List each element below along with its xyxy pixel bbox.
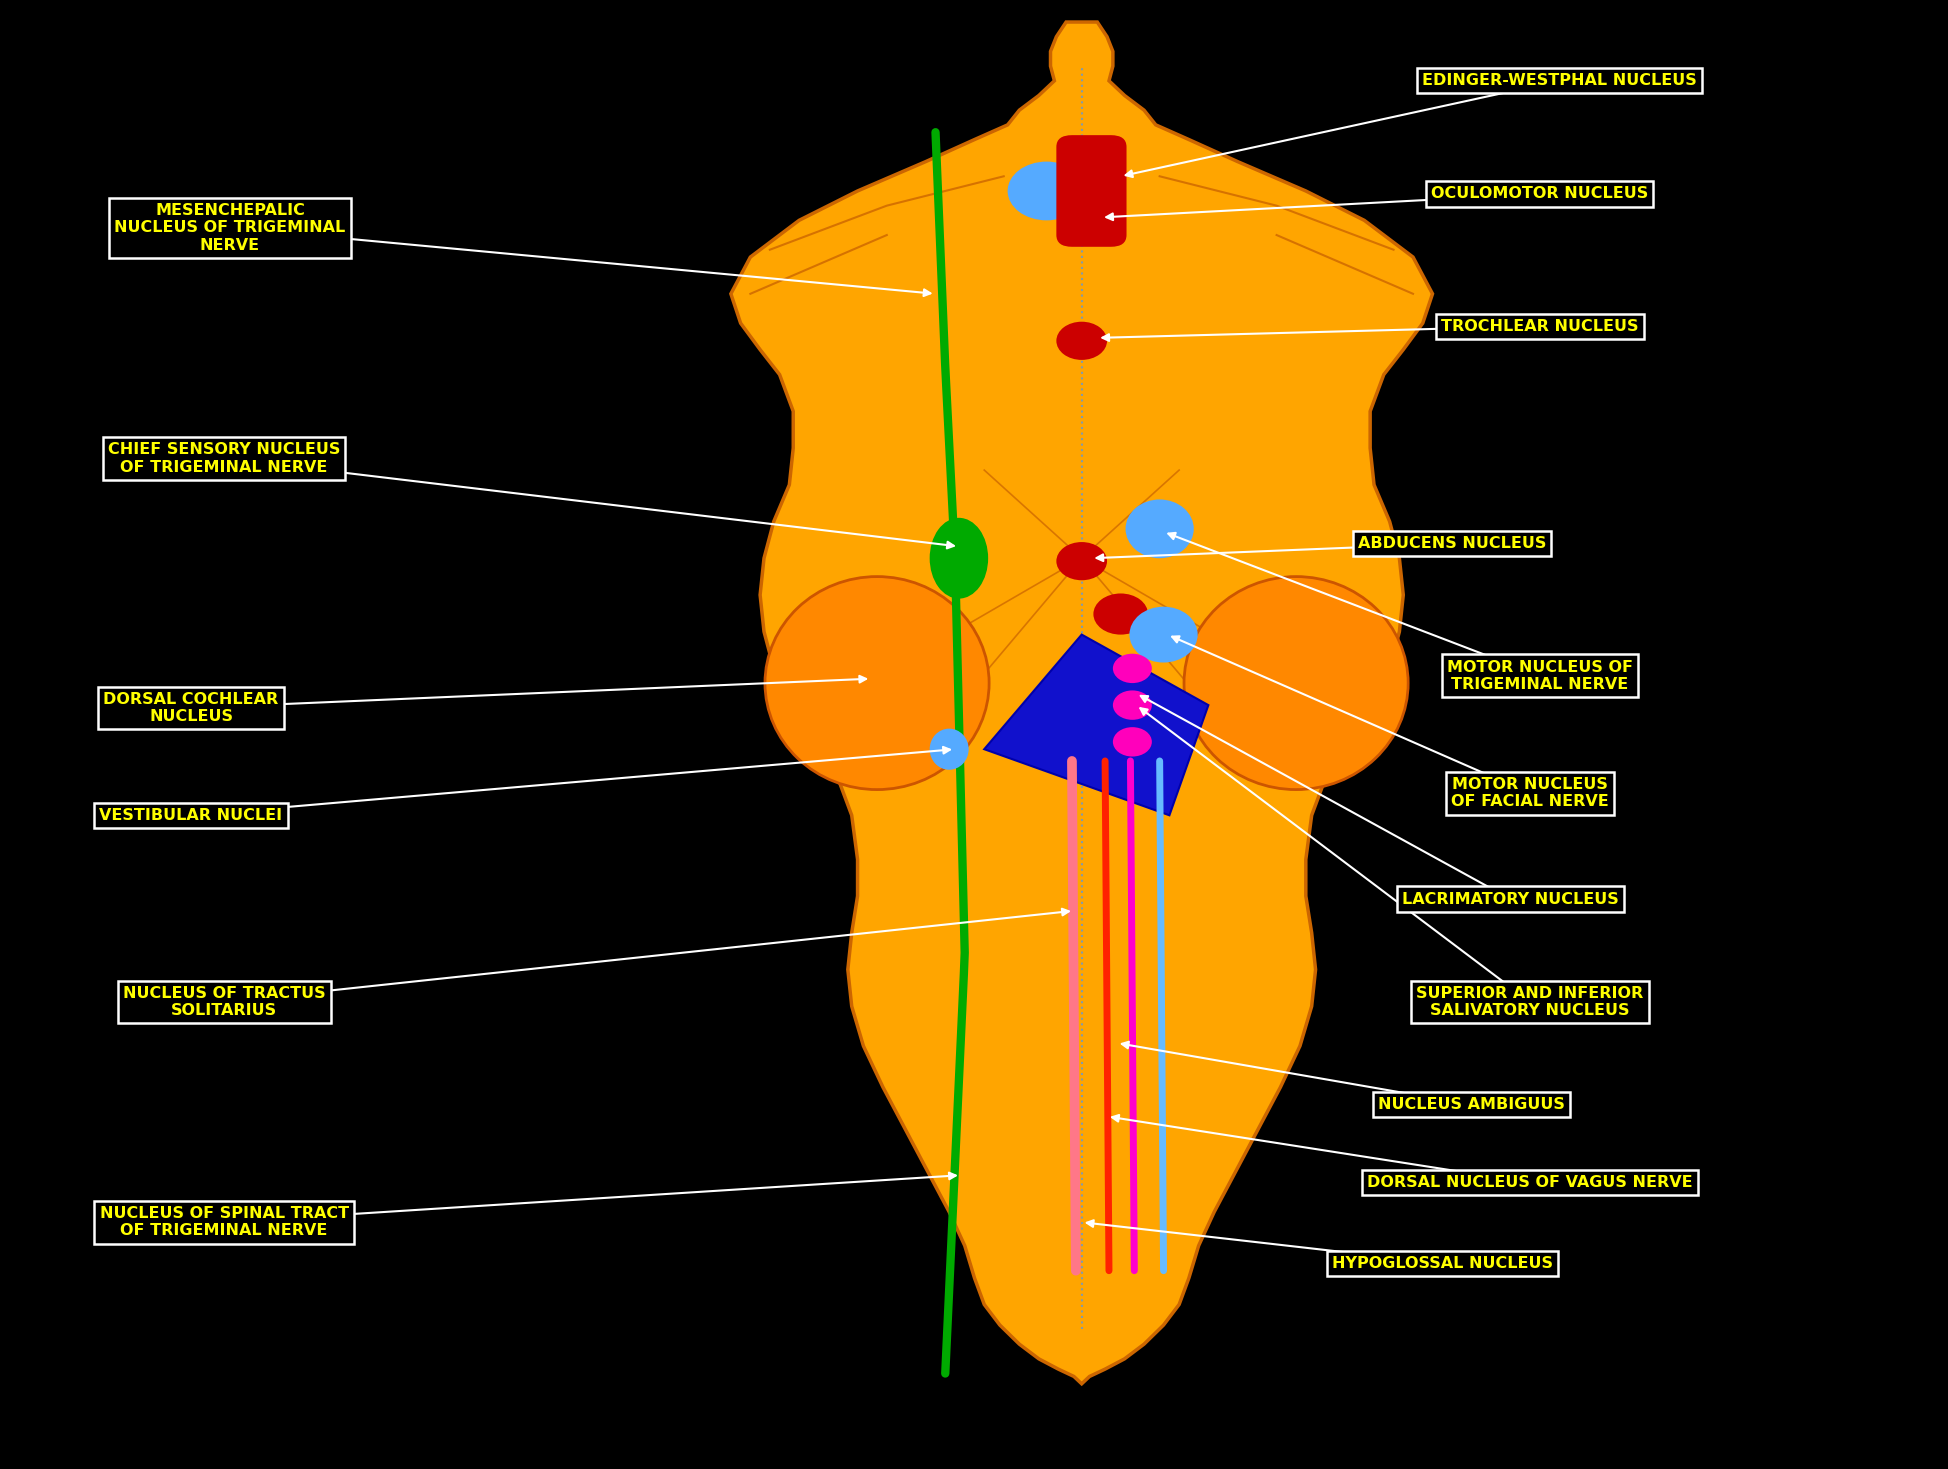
Text: NUCLEUS AMBIGUUS: NUCLEUS AMBIGUUS bbox=[1377, 1097, 1564, 1112]
Text: MESENCHEPALIC
NUCLEUS OF TRIGEMINAL
NERVE: MESENCHEPALIC NUCLEUS OF TRIGEMINAL NERV… bbox=[115, 203, 345, 253]
Circle shape bbox=[1056, 322, 1106, 360]
Text: LACRIMATORY NUCLEUS: LACRIMATORY NUCLEUS bbox=[1401, 892, 1619, 906]
Ellipse shape bbox=[929, 729, 968, 770]
Ellipse shape bbox=[929, 519, 988, 599]
Text: TROCHLEAR NUCLEUS: TROCHLEAR NUCLEUS bbox=[1440, 319, 1638, 333]
Text: OCULOMOTOR NUCLEUS: OCULOMOTOR NUCLEUS bbox=[1430, 187, 1648, 201]
Text: EDINGER-WESTPHAL NUCLEUS: EDINGER-WESTPHAL NUCLEUS bbox=[1422, 73, 1695, 88]
Ellipse shape bbox=[1184, 577, 1406, 789]
Polygon shape bbox=[730, 22, 1432, 1384]
Circle shape bbox=[1007, 162, 1085, 220]
Text: HYPOGLOSSAL NUCLEUS: HYPOGLOSSAL NUCLEUS bbox=[1330, 1256, 1553, 1271]
Text: ABDUCENS NUCLEUS: ABDUCENS NUCLEUS bbox=[1358, 536, 1545, 551]
Text: DORSAL NUCLEUS OF VAGUS NERVE: DORSAL NUCLEUS OF VAGUS NERVE bbox=[1366, 1175, 1693, 1190]
Ellipse shape bbox=[764, 577, 990, 789]
Text: NUCLEUS OF SPINAL TRACT
OF TRIGEMINAL NERVE: NUCLEUS OF SPINAL TRACT OF TRIGEMINAL NE… bbox=[99, 1206, 349, 1238]
Ellipse shape bbox=[1130, 607, 1196, 663]
Text: NUCLEUS OF TRACTUS
SOLITARIUS: NUCLEUS OF TRACTUS SOLITARIUS bbox=[123, 986, 325, 1018]
Ellipse shape bbox=[1126, 499, 1194, 558]
Circle shape bbox=[1112, 727, 1151, 757]
Text: DORSAL COCHLEAR
NUCLEUS: DORSAL COCHLEAR NUCLEUS bbox=[103, 692, 279, 724]
Text: SUPERIOR AND INFERIOR
SALIVATORY NUCLEUS: SUPERIOR AND INFERIOR SALIVATORY NUCLEUS bbox=[1416, 986, 1642, 1018]
Circle shape bbox=[1112, 690, 1151, 720]
Circle shape bbox=[1056, 542, 1106, 580]
Polygon shape bbox=[984, 635, 1208, 815]
Text: VESTIBULAR NUCLEI: VESTIBULAR NUCLEI bbox=[99, 808, 282, 823]
Circle shape bbox=[1093, 593, 1147, 635]
FancyBboxPatch shape bbox=[1056, 135, 1126, 247]
Text: CHIEF SENSORY NUCLEUS
OF TRIGEMINAL NERVE: CHIEF SENSORY NUCLEUS OF TRIGEMINAL NERV… bbox=[107, 442, 341, 474]
Text: MOTOR NUCLEUS
OF FACIAL NERVE: MOTOR NUCLEUS OF FACIAL NERVE bbox=[1451, 777, 1607, 809]
Circle shape bbox=[1112, 654, 1151, 683]
Text: MOTOR NUCLEUS OF
TRIGEMINAL NERVE: MOTOR NUCLEUS OF TRIGEMINAL NERVE bbox=[1445, 660, 1632, 692]
